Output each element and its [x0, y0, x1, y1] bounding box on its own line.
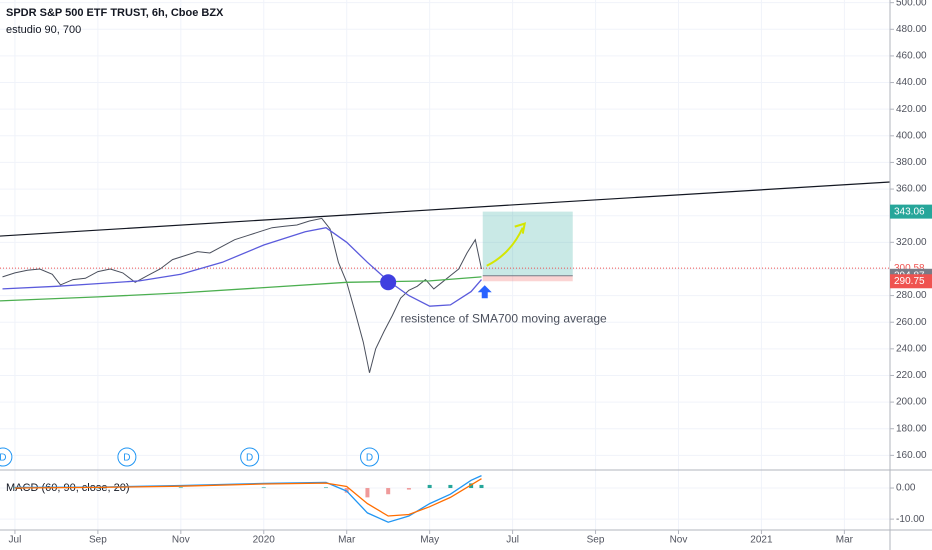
trend-line	[0, 181, 891, 237]
macd-histogram-bar	[479, 484, 484, 489]
macd-histogram-bar	[448, 484, 453, 489]
x-tick-label: Nov	[670, 535, 688, 546]
macd-histogram-bar	[344, 488, 349, 493]
macd-histogram-bar	[469, 483, 474, 489]
dividend-label: D	[246, 453, 253, 464]
x-tick-label: 2020	[253, 535, 276, 546]
x-tick-label: Mar	[836, 535, 854, 546]
price-label-box	[890, 274, 932, 289]
x-tick-label: Jul	[9, 535, 22, 546]
series-line	[0, 276, 482, 302]
projection-arrow-head	[514, 222, 527, 234]
target-zone	[482, 211, 573, 276]
x-tick-label: 2021	[750, 535, 773, 546]
x-tick-label: Mar	[338, 535, 356, 546]
dividend-label: D	[123, 453, 130, 464]
x-tick-label: Sep	[89, 535, 107, 546]
y-tick-label: 180.00	[896, 423, 927, 434]
y-tick-label: 160.00	[896, 450, 927, 461]
macd-line	[14, 475, 482, 523]
price-label: 290.75	[894, 276, 925, 287]
x-tick-label: Sep	[587, 535, 605, 546]
y-tick-label: 400.00	[896, 130, 927, 141]
y2-tick-label: 0.00	[896, 483, 916, 494]
y-tick-label: 440.00	[896, 77, 927, 88]
y-tick-label: 220.00	[896, 370, 927, 381]
macd-histogram-bar	[427, 484, 432, 489]
series-line	[2, 227, 482, 307]
y-tick-label: 500.00	[896, 0, 927, 8]
dividend-label: D	[366, 453, 373, 464]
dividend-marker	[360, 447, 380, 467]
chart-title: SPDR S&P 500 ETF TRUST, 6h, Cboe BZX	[6, 7, 224, 19]
price-label: 343.06	[894, 206, 925, 217]
grid	[0, 0, 890, 530]
y-tick-label: 320.00	[896, 237, 927, 248]
price-label: 300.58	[894, 263, 925, 274]
y-tick-label: 480.00	[896, 24, 927, 35]
y2-tick-label: -10.00	[896, 514, 925, 525]
x-tick-label: Nov	[172, 535, 190, 546]
marker	[380, 274, 397, 291]
projection-arrow	[486, 227, 524, 267]
plot	[0, 181, 891, 373]
x-tick-label: Jul	[506, 535, 519, 546]
y-tick-label: 380.00	[896, 157, 927, 168]
macd-histogram-bar	[261, 487, 266, 489]
series-line	[2, 217, 482, 373]
y-tick-label: 420.00	[896, 104, 927, 115]
macd-histogram-bar	[406, 488, 411, 490]
macd-histogram-bar	[386, 488, 391, 495]
y-tick-label: 280.00	[896, 290, 927, 301]
up-arrow	[477, 285, 492, 299]
stop-zone	[482, 275, 573, 282]
price-label-box	[890, 204, 932, 219]
annotation: resistence of SMA700 moving average	[401, 312, 607, 326]
y-tick-label: 240.00	[896, 343, 927, 354]
macd-histogram-bar	[365, 488, 370, 498]
y-tick-label: 200.00	[896, 397, 927, 408]
dividend-marker	[117, 447, 137, 467]
macd-histogram-bar	[323, 487, 328, 489]
x-tick-label: May	[420, 535, 439, 546]
dividend-marker	[0, 447, 13, 467]
dividend-label: D	[0, 453, 7, 464]
chart-subtitle: estudio 90, 700	[6, 24, 81, 36]
y-tick-label: 460.00	[896, 51, 927, 62]
macd-line	[14, 478, 482, 517]
dividend-marker	[240, 447, 260, 467]
y-tick-label: 260.00	[896, 317, 927, 328]
y-tick-label: 360.00	[896, 184, 927, 195]
macd-histogram-bar	[178, 487, 183, 489]
